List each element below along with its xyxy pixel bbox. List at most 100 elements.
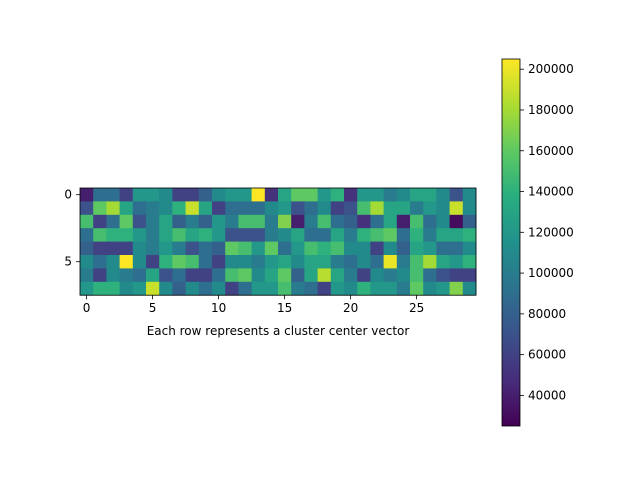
heatmap-cell xyxy=(251,241,266,256)
heatmap-cell xyxy=(449,201,464,216)
heatmap-cell xyxy=(396,214,411,229)
heatmap-cell xyxy=(330,228,345,242)
heatmap-cell xyxy=(423,214,437,229)
heatmap-cell xyxy=(357,188,371,202)
heatmap-cell xyxy=(212,214,226,229)
heatmap-cell xyxy=(132,201,147,216)
y-axis-ticks: 05 xyxy=(64,188,80,269)
heatmap-cell xyxy=(93,268,107,283)
heatmap-cell xyxy=(344,228,358,242)
heatmap-cell xyxy=(119,188,134,202)
colorbar-tick-label: 160000 xyxy=(528,144,574,158)
heatmap-cell xyxy=(357,214,371,229)
x-tick-label: 10 xyxy=(211,301,226,315)
heatmap-cell xyxy=(291,188,305,202)
heatmap-cell xyxy=(357,281,371,296)
heatmap-cell xyxy=(317,201,332,216)
heatmap-cell xyxy=(185,228,200,242)
heatmap-cell xyxy=(344,255,358,269)
colorbar-tick-label: 180000 xyxy=(528,103,574,117)
heatmap-cell xyxy=(251,228,266,242)
heatmap-cell xyxy=(278,188,292,202)
heatmap-cell xyxy=(264,268,279,283)
heatmap-cell xyxy=(238,268,252,283)
heatmap-cell xyxy=(449,255,464,269)
heatmap-cell xyxy=(119,201,134,216)
heatmap-cell xyxy=(119,214,134,229)
heatmap-cell xyxy=(462,268,477,283)
heatmap-cell xyxy=(172,268,186,283)
heatmap-cell xyxy=(251,201,266,216)
heatmap-cell xyxy=(304,241,318,256)
heatmap-cell xyxy=(344,201,358,216)
heatmap-cell xyxy=(357,201,371,216)
heatmap-cell xyxy=(317,281,332,296)
x-tick-label: 20 xyxy=(343,301,358,315)
heatmap-cell xyxy=(304,255,318,269)
heatmap-cell xyxy=(119,241,134,256)
heatmap-cell xyxy=(304,268,318,283)
heatmap-cell xyxy=(212,201,226,216)
heatmap-cell xyxy=(251,268,266,283)
heatmap-cell xyxy=(410,214,424,229)
colorbar-tick-label: 80000 xyxy=(528,307,566,321)
heatmap-cell xyxy=(330,241,345,256)
heatmap-cell xyxy=(80,214,94,229)
heatmap-cell xyxy=(238,255,252,269)
colorbar-tick-label: 200000 xyxy=(528,62,574,76)
heatmap-cell xyxy=(278,228,292,242)
heatmap-cell xyxy=(423,255,437,269)
heatmap-cell xyxy=(436,255,450,269)
heatmap-cell xyxy=(225,241,239,256)
heatmap-cell xyxy=(344,281,358,296)
heatmap-cell xyxy=(304,214,318,229)
heatmap-cell xyxy=(159,241,173,256)
heatmap-cell xyxy=(330,201,345,216)
heatmap-cell xyxy=(132,281,147,296)
heatmap-cell xyxy=(132,255,147,269)
heatmap-cell xyxy=(462,281,477,296)
heatmap-cell xyxy=(198,201,213,216)
heatmap-cell xyxy=(251,281,266,296)
heatmap-cell xyxy=(304,188,318,202)
heatmap-cell xyxy=(132,228,147,242)
heatmap-cell xyxy=(330,268,345,283)
heatmap-cell xyxy=(119,281,134,296)
heatmap-cell xyxy=(238,281,252,296)
x-axis-label: Each row represents a cluster center vec… xyxy=(147,324,410,338)
heatmap-cell xyxy=(212,241,226,256)
heatmap-cell xyxy=(185,268,200,283)
heatmap-cell xyxy=(225,228,239,242)
heatmap-cell xyxy=(410,188,424,202)
heatmap-cell xyxy=(436,188,450,202)
heatmap-cell xyxy=(238,241,252,256)
plot-frame xyxy=(79,187,477,296)
heatmap-cell xyxy=(370,188,384,202)
heatmap-cell xyxy=(146,214,160,229)
heatmap-cell xyxy=(146,255,160,269)
heatmap-cell xyxy=(291,214,305,229)
heatmap-cell xyxy=(198,268,213,283)
heatmap-cell xyxy=(462,241,477,256)
heatmap-cell xyxy=(278,255,292,269)
heatmap-cell xyxy=(198,228,213,242)
heatmap-cell xyxy=(93,281,107,296)
heatmap-cell xyxy=(198,188,213,202)
heatmap-cell xyxy=(383,228,398,242)
heatmap-cell xyxy=(132,268,147,283)
heatmap-cell xyxy=(212,281,226,296)
heatmap-cell xyxy=(291,255,305,269)
heatmap-cell xyxy=(264,214,279,229)
x-tick-label: 0 xyxy=(83,301,91,315)
colorbar-frame xyxy=(501,58,521,427)
heatmap-cell xyxy=(423,281,437,296)
heatmap-cell xyxy=(185,188,200,202)
heatmap-cell xyxy=(278,214,292,229)
heatmap-cell xyxy=(159,228,173,242)
heatmap-cell xyxy=(185,281,200,296)
heatmap-cell xyxy=(396,255,411,269)
heatmap-cell xyxy=(212,228,226,242)
heatmap-cell xyxy=(264,201,279,216)
heatmap-cell xyxy=(357,255,371,269)
